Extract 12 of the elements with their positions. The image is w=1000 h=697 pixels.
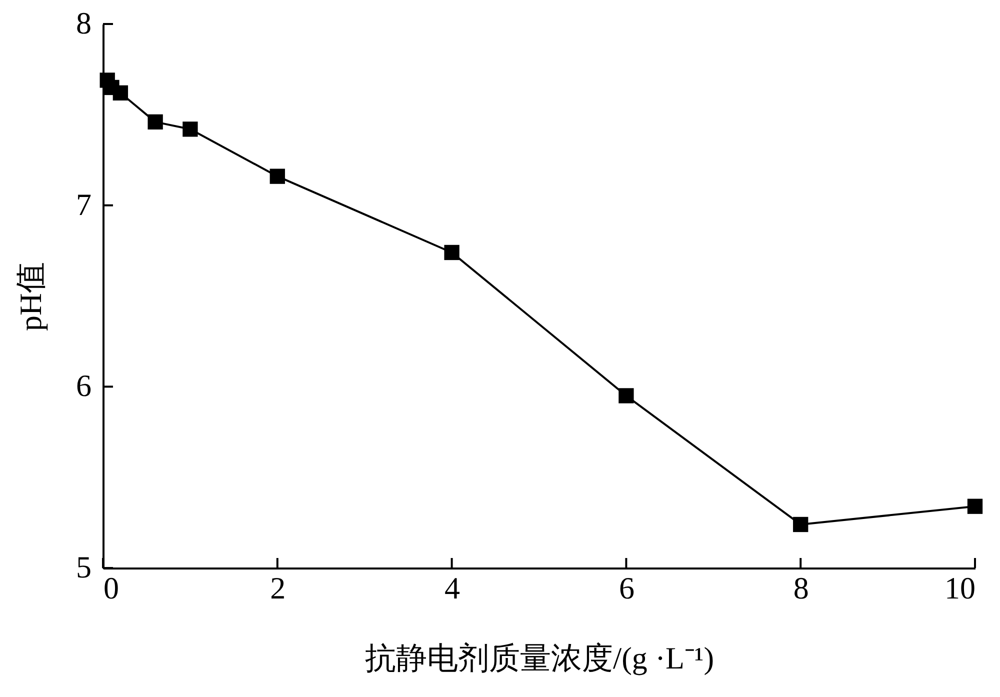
y-tick-label: 5 bbox=[76, 550, 92, 584]
x-tick-label: 10 bbox=[944, 570, 976, 606]
x-tick-label: 8 bbox=[793, 570, 809, 606]
x-tick-label: 2 bbox=[270, 570, 286, 606]
x-tick-label: 6 bbox=[618, 570, 634, 606]
x-tick-label: 0 bbox=[104, 570, 119, 606]
y-axis-title: pH值 bbox=[13, 262, 48, 331]
y-tick-label: 6 bbox=[76, 368, 92, 404]
x-axis-title: 抗静电剂质量浓度/(g ·L⁻¹) bbox=[364, 640, 714, 676]
y-tick-label: 8 bbox=[76, 6, 92, 40]
x-tick-label: 4 bbox=[444, 570, 461, 606]
y-tick-label: 7 bbox=[76, 186, 92, 222]
